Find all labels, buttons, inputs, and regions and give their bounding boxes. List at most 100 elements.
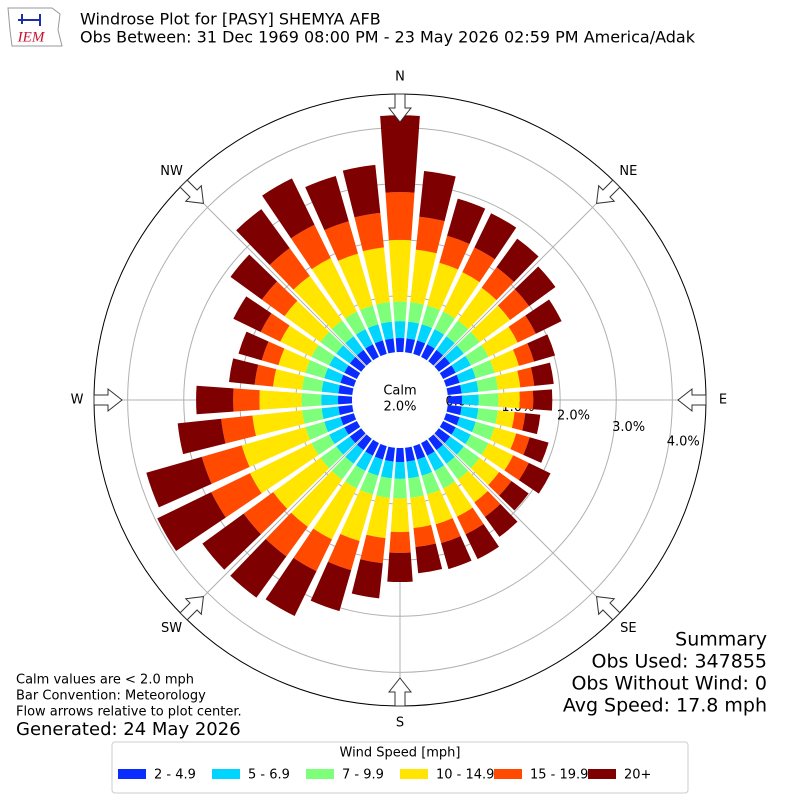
wind-bar xyxy=(446,405,462,416)
wind-bar xyxy=(421,472,441,495)
flow-arrow xyxy=(677,387,707,413)
wind-bar xyxy=(481,267,514,301)
wind-bar xyxy=(417,324,433,344)
wind-bar xyxy=(474,491,501,517)
wind-bar xyxy=(321,380,340,394)
wind-bar xyxy=(470,305,511,343)
wind-bar xyxy=(428,349,444,366)
wind-bar xyxy=(340,374,357,387)
wind-bar xyxy=(305,175,349,231)
wind-bar xyxy=(344,311,366,335)
wind-bar xyxy=(345,444,364,464)
wind-bar xyxy=(488,472,512,496)
wind-bar xyxy=(527,334,556,362)
wind-bar xyxy=(265,512,308,557)
wind-bar xyxy=(278,348,311,373)
flow-arrow xyxy=(179,179,204,204)
wind-bar xyxy=(157,492,226,552)
y-tick-label: 3.0% xyxy=(612,420,645,435)
wind-bar xyxy=(305,359,328,379)
wind-bar xyxy=(259,390,302,410)
logo-icon xyxy=(18,14,41,26)
wind-bar xyxy=(476,408,498,424)
wind-bar xyxy=(417,456,433,476)
wind-bar xyxy=(291,470,343,527)
legend-swatch xyxy=(400,769,428,779)
x-tick-label: NW xyxy=(160,164,183,179)
wind-bar xyxy=(519,390,534,410)
summary-line: Obs Used: 347855 xyxy=(592,651,767,673)
wind-bar xyxy=(457,470,488,503)
legend-label: 5 - 6.9 xyxy=(248,768,290,783)
wind-bar xyxy=(444,436,464,455)
wind-bar xyxy=(252,410,305,436)
wind-bar xyxy=(434,356,451,372)
wind-bar xyxy=(443,481,473,517)
wind-bar xyxy=(342,164,381,218)
wind-bar xyxy=(395,337,405,353)
wind-bar xyxy=(374,443,387,460)
wind-bar xyxy=(523,437,549,463)
flow-arrow xyxy=(179,596,204,621)
grid-spoke xyxy=(433,433,617,617)
x-tick-label: W xyxy=(71,393,84,408)
wind-bar xyxy=(447,198,486,244)
wind-bar xyxy=(436,336,455,356)
wind-bar xyxy=(380,460,394,479)
wind-bar xyxy=(446,384,462,395)
wind-bar xyxy=(359,472,379,495)
wind-bar xyxy=(230,539,287,598)
wind-bar xyxy=(349,428,366,444)
wind-bar xyxy=(436,444,455,464)
wind-bar xyxy=(476,376,498,392)
wind-bar xyxy=(387,552,413,583)
grid-spoke xyxy=(183,183,367,367)
wind-bar xyxy=(367,456,383,476)
wind-bar xyxy=(328,534,360,571)
wind-bar xyxy=(311,344,335,366)
wind-bar xyxy=(321,394,339,406)
wind-bar xyxy=(238,331,269,361)
wind-bar xyxy=(233,296,272,332)
wind-bar xyxy=(338,384,354,395)
wind-bar xyxy=(439,235,470,270)
wind-bar xyxy=(384,446,395,462)
wind-bar xyxy=(508,315,536,343)
legend-swatch xyxy=(118,769,146,779)
wind-bar xyxy=(522,413,541,435)
wind-bar xyxy=(301,393,322,407)
wind-bar xyxy=(456,507,484,535)
flow-arrow xyxy=(93,387,123,413)
wind-bar xyxy=(525,299,562,334)
wind-bar xyxy=(374,340,387,357)
wind-bar xyxy=(356,349,372,366)
wind-bar xyxy=(355,451,373,471)
wind-bar xyxy=(462,247,495,283)
wind-bar xyxy=(331,456,354,480)
wind-bar xyxy=(406,460,420,479)
x-tick-label: SE xyxy=(620,621,636,636)
wind-bar xyxy=(260,313,290,342)
legend-swatch xyxy=(306,769,334,779)
summary-line: Avg Speed: 17.8 mph xyxy=(563,695,767,717)
wind-bar xyxy=(460,380,479,394)
wind-bar xyxy=(340,489,373,542)
wind-bar xyxy=(427,329,445,349)
wind-bar xyxy=(410,495,432,529)
wind-bar xyxy=(196,385,234,415)
wind-bar xyxy=(495,410,515,428)
wind-bar xyxy=(470,457,500,486)
wind-bar xyxy=(434,311,456,335)
x-tick-label: E xyxy=(719,393,727,408)
legend-label: 15 - 19.9 xyxy=(530,768,588,783)
wind-bar xyxy=(413,340,426,357)
wind-bar xyxy=(484,503,518,537)
wind-bar xyxy=(249,443,319,494)
wind-bar xyxy=(495,370,521,390)
wind-bar xyxy=(439,421,456,435)
wind-bar xyxy=(293,275,343,330)
wind-bar xyxy=(324,367,344,383)
x-tick-label: N xyxy=(395,70,405,85)
wind-bar xyxy=(394,321,406,339)
wind-bar xyxy=(456,367,476,383)
